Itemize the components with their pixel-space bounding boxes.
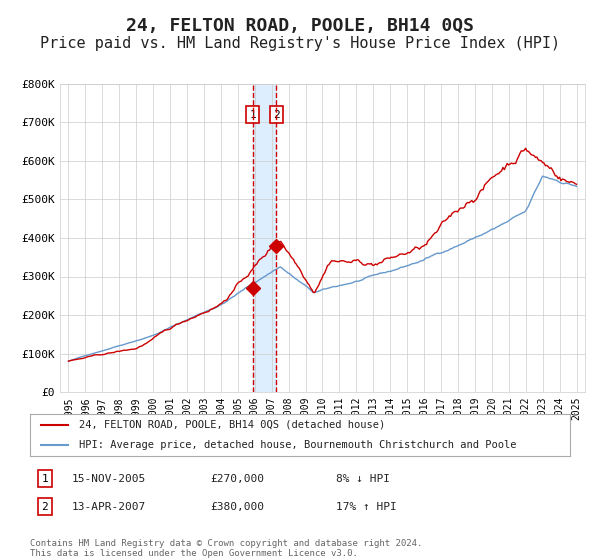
Text: HPI: Average price, detached house, Bournemouth Christchurch and Poole: HPI: Average price, detached house, Bour…: [79, 440, 516, 450]
Text: 17% ↑ HPI: 17% ↑ HPI: [336, 502, 397, 512]
Text: 1: 1: [250, 110, 256, 120]
Text: £270,000: £270,000: [210, 474, 264, 484]
Text: 8% ↓ HPI: 8% ↓ HPI: [336, 474, 390, 484]
Text: 24, FELTON ROAD, POOLE, BH14 0QS (detached house): 24, FELTON ROAD, POOLE, BH14 0QS (detach…: [79, 420, 385, 430]
Text: 24, FELTON ROAD, POOLE, BH14 0QS: 24, FELTON ROAD, POOLE, BH14 0QS: [126, 17, 474, 35]
Text: Price paid vs. HM Land Registry's House Price Index (HPI): Price paid vs. HM Land Registry's House …: [40, 36, 560, 52]
Text: 13-APR-2007: 13-APR-2007: [72, 502, 146, 512]
Text: £380,000: £380,000: [210, 502, 264, 512]
Text: 15-NOV-2005: 15-NOV-2005: [72, 474, 146, 484]
Text: 2: 2: [273, 110, 280, 120]
Bar: [253, 84, 277, 392]
Text: 1: 1: [41, 474, 49, 484]
Text: Contains HM Land Registry data © Crown copyright and database right 2024.
This d: Contains HM Land Registry data © Crown c…: [30, 539, 422, 558]
Text: 2: 2: [41, 502, 49, 512]
